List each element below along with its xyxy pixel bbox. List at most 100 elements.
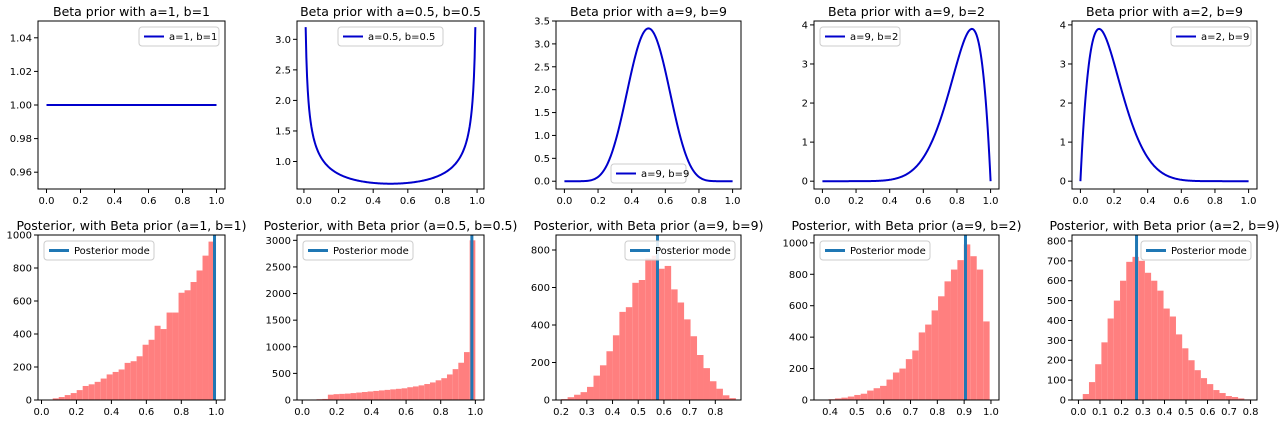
x-tick-label: 0.4 bbox=[364, 407, 380, 418]
legend-box bbox=[819, 240, 931, 261]
x-tick-label: 1.0 bbox=[983, 407, 999, 418]
subplot-title: Posterior, with Beta prior (a=1, b=1) bbox=[17, 218, 247, 233]
y-tick-label: 800 bbox=[789, 270, 808, 281]
histogram-bar bbox=[690, 336, 698, 400]
histogram-bar bbox=[716, 388, 723, 400]
y-tick-label: 1500 bbox=[266, 316, 291, 327]
subplot-3: Beta prior with a=9, b=9 0.0 0.2 0.4 0.6 0.8 1… bbox=[534, 4, 742, 207]
x-tick-label: 0.0 bbox=[39, 196, 55, 207]
histogram-bar bbox=[106, 374, 113, 400]
subplot-title: Posterior, with Beta prior (a=9, b=2) bbox=[792, 218, 1022, 233]
histogram-bar bbox=[178, 292, 185, 400]
legend: Posterior mode bbox=[302, 240, 414, 261]
x-tick-label: 0.5 bbox=[630, 407, 646, 418]
y-tick-label: 3 bbox=[802, 59, 808, 70]
histogram-bar bbox=[873, 388, 881, 400]
histogram-bar bbox=[593, 375, 600, 401]
histogram-bar bbox=[88, 384, 95, 400]
histogram-bar bbox=[970, 256, 977, 400]
x-tick-label: 0.0 bbox=[1072, 196, 1088, 207]
x-tick-label: 0.2 bbox=[329, 407, 345, 418]
histogram-bar bbox=[664, 265, 672, 400]
histogram-bar bbox=[599, 365, 607, 400]
subplot-title: Beta prior with a=9, b=9 bbox=[570, 4, 727, 19]
y-tick-label: 2500 bbox=[266, 262, 291, 273]
histogram-bar bbox=[645, 258, 652, 400]
histogram-bar bbox=[841, 397, 848, 400]
histogram-bar bbox=[1169, 316, 1176, 400]
x-tick-label: 0.9 bbox=[956, 407, 972, 418]
legend: a=9, b=9 bbox=[610, 163, 689, 184]
axes-frame bbox=[1071, 20, 1258, 190]
x-tick-label: 0.6 bbox=[656, 407, 672, 418]
histogram-bar bbox=[373, 390, 379, 400]
x-tick-label: 0.0 bbox=[34, 407, 50, 418]
subplot-title: Beta prior with a=9, b=2 bbox=[828, 4, 985, 19]
subplot-5: Beta prior with a=2, b=9 0.0 0.2 0.4 0.6 0.8 1… bbox=[1060, 4, 1258, 207]
x-tick-label: 0.7 bbox=[682, 407, 698, 418]
histogram-bar bbox=[854, 394, 861, 400]
histogram-bar bbox=[638, 280, 646, 400]
x-tick-label: 0.4 bbox=[882, 196, 898, 207]
x-tick-label: 0.0 bbox=[814, 196, 830, 207]
x-tick-label: 1.0 bbox=[1241, 196, 1257, 207]
y-tick-label: 400 bbox=[789, 333, 808, 344]
histogram-bar bbox=[1113, 300, 1121, 400]
legend-label: Posterior mode bbox=[333, 246, 409, 257]
histogram-bar bbox=[458, 362, 464, 400]
x-tick-label: 0.8 bbox=[949, 196, 965, 207]
y-tick-label: 1000 bbox=[266, 342, 291, 353]
x-tick-label: 0.4 bbox=[1140, 196, 1156, 207]
histogram-bar bbox=[429, 382, 436, 400]
histogram-bar bbox=[52, 398, 59, 400]
histogram-bar bbox=[166, 312, 173, 400]
y-tick-label: 500 bbox=[272, 369, 291, 380]
y-tick-label: 0 bbox=[1060, 177, 1066, 188]
x-tick-label: 0.4 bbox=[822, 407, 838, 418]
y-tick-label: 200 bbox=[789, 364, 808, 375]
histogram-bar bbox=[361, 392, 368, 400]
histogram-bar bbox=[384, 389, 391, 400]
axes-frame bbox=[555, 20, 742, 190]
legend-box bbox=[43, 240, 155, 261]
legend: a=2, b=9 bbox=[1170, 26, 1252, 47]
histogram-bar bbox=[344, 393, 351, 400]
histogram-bar bbox=[587, 386, 594, 401]
y-tick-label: 400 bbox=[1047, 316, 1066, 327]
histogram-bar bbox=[1194, 370, 1201, 400]
histogram-bar bbox=[834, 398, 842, 400]
legend-box bbox=[302, 240, 414, 261]
pdf-line-9-2 bbox=[822, 27, 992, 183]
x-tick-label: 1.0 bbox=[467, 407, 483, 418]
histogram-bar bbox=[452, 369, 459, 400]
y-tick-label: 2.0 bbox=[275, 96, 291, 107]
y-tick-label: 1.0 bbox=[275, 157, 291, 168]
histogram-bar bbox=[333, 394, 340, 400]
histogram-bar bbox=[1207, 384, 1214, 400]
y-tick-label: 3 bbox=[1060, 59, 1066, 70]
histogram-bar bbox=[441, 378, 447, 400]
histogram-bar bbox=[327, 394, 334, 400]
subplot-title: Beta prior with a=0.5, b=0.5 bbox=[300, 4, 481, 19]
y-tick-label: 0.96 bbox=[10, 168, 32, 179]
y-tick-label: 1.0 bbox=[534, 131, 550, 142]
y-tick-label: 1.02 bbox=[10, 67, 32, 78]
histogram-bar bbox=[390, 389, 396, 400]
histogram-bar bbox=[886, 379, 893, 400]
x-tick-label: 0.1 bbox=[1092, 407, 1108, 418]
x-tick-label: 0.8 bbox=[433, 407, 449, 418]
histogram-bar bbox=[606, 351, 613, 400]
x-tick-label: 0.4 bbox=[624, 196, 640, 207]
histogram-bar bbox=[983, 321, 990, 400]
histogram-bar bbox=[1157, 290, 1164, 400]
y-tick-label: 2.0 bbox=[534, 85, 550, 96]
histogram-bar bbox=[567, 397, 575, 400]
axes-frame bbox=[555, 234, 742, 401]
legend: Posterior mode bbox=[43, 240, 155, 261]
subplot-title: Posterior, with Beta prior (a=0.5, b=0.5… bbox=[264, 218, 518, 233]
legend-box bbox=[1140, 240, 1252, 261]
x-tick-label: 0.8 bbox=[173, 407, 189, 418]
legend-label: a=1, b=1 bbox=[169, 32, 217, 43]
x-tick-label: 1.0 bbox=[469, 196, 485, 207]
histogram-bar bbox=[1188, 360, 1195, 400]
